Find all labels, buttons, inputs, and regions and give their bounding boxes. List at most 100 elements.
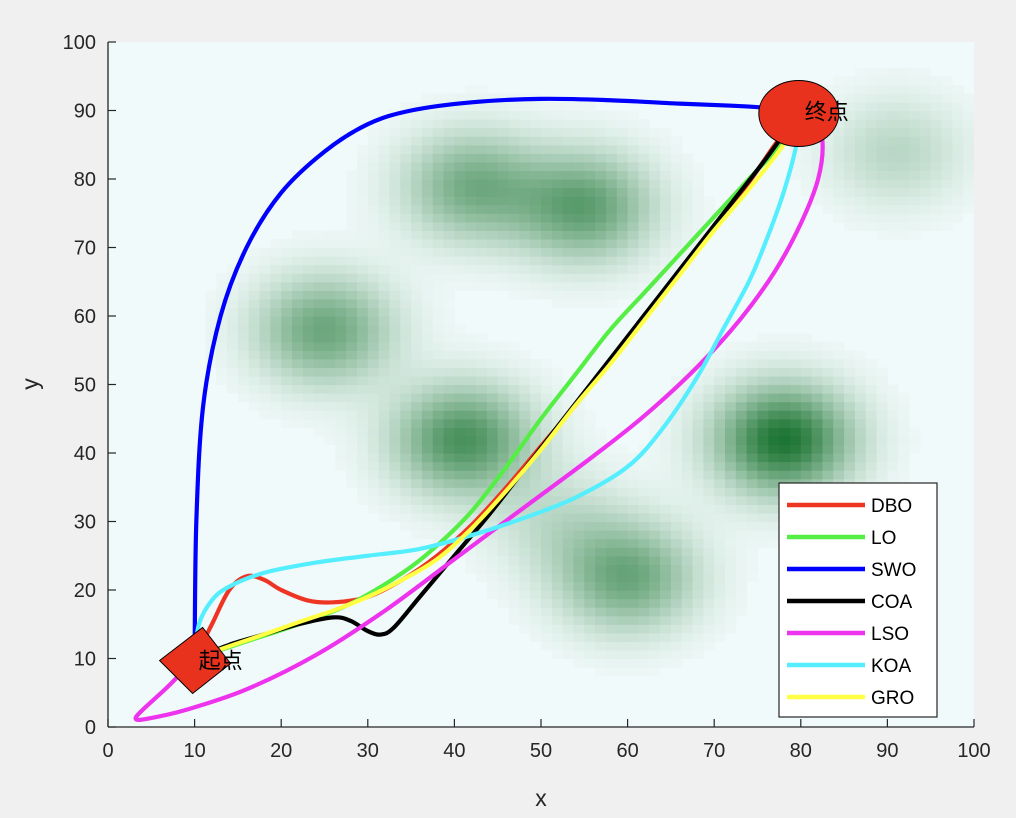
terrain-cell	[919, 101, 932, 112]
terrain-cell	[227, 341, 239, 351]
terrain-cell	[833, 161, 845, 172]
terrain-cell	[389, 410, 401, 420]
terrain-cell	[519, 555, 531, 565]
terrain-cell	[584, 161, 596, 172]
terrain-cell	[432, 487, 445, 497]
terrain-cell	[508, 256, 520, 266]
terrain-cell	[400, 136, 412, 146]
terrain-cell	[324, 384, 336, 394]
terrain-cell	[638, 230, 650, 240]
terrain-cell	[768, 504, 780, 514]
terrain-cell	[400, 487, 412, 497]
terrain-cell	[421, 161, 434, 172]
terrain-cell	[443, 161, 455, 172]
terrain-cell	[465, 204, 477, 214]
terrain-cell	[746, 375, 759, 386]
terrain-cell	[324, 435, 336, 446]
terrain-cell	[573, 136, 585, 146]
terrain-cell	[454, 470, 466, 480]
terrain-cell	[584, 119, 596, 129]
terrain-cell	[443, 453, 455, 463]
terrain-cell	[735, 384, 748, 394]
terrain-cell	[443, 281, 455, 291]
terrain-cell	[465, 238, 477, 249]
terrain-cell	[725, 615, 737, 625]
terrain-cell	[854, 444, 867, 454]
terrain-cell	[649, 521, 661, 531]
terrain-cell	[270, 264, 282, 274]
terrain-cell	[887, 230, 899, 240]
terrain-cell	[768, 375, 780, 386]
path-lines	[133, 96, 825, 722]
terrain-cell	[573, 572, 585, 583]
terrain-cell	[356, 470, 369, 480]
terrain-cell	[411, 341, 423, 351]
terrain-cell	[497, 256, 510, 266]
terrain-cell	[930, 119, 943, 129]
terrain-cell	[887, 161, 899, 172]
terrain-cell	[356, 410, 369, 420]
terrain-cell	[530, 504, 542, 514]
terrain-cell	[465, 144, 477, 154]
terrain-cell	[822, 196, 834, 206]
terrain-cell	[324, 298, 336, 309]
terrain-cell	[313, 393, 326, 403]
terrain-cell	[519, 393, 531, 403]
terrain-cell	[356, 170, 369, 180]
terrain-cell	[768, 495, 780, 505]
terrain-cell	[876, 401, 888, 411]
terrain-cell	[692, 495, 704, 505]
terrain-cell	[865, 93, 878, 103]
terrain-cell	[346, 367, 358, 377]
terrain-cell	[833, 350, 845, 360]
terrain-cell	[660, 461, 672, 471]
terrain-cell	[811, 196, 824, 206]
terrain-cell	[584, 179, 596, 189]
terrain-cell	[963, 144, 974, 154]
terrain-cell	[757, 375, 769, 386]
terrain-cell	[411, 238, 423, 249]
terrain-cell	[313, 375, 326, 386]
terrain-cell	[281, 418, 293, 428]
terrain-cell	[627, 581, 640, 591]
terrain-cell	[703, 504, 715, 514]
terrain-cell	[486, 410, 499, 420]
terrain-cell	[313, 307, 326, 317]
terrain-cell	[519, 144, 531, 154]
terrain-cell	[411, 401, 423, 411]
terrain-cell	[324, 350, 336, 360]
terrain-cell	[465, 401, 477, 411]
terrain-cell	[443, 187, 455, 197]
terrain-cell	[605, 179, 618, 189]
terrain-cell	[616, 478, 629, 488]
terrain-cell	[356, 298, 369, 309]
terrain-cell	[367, 290, 380, 300]
terrain-cell	[660, 136, 672, 146]
terrain-cell	[692, 461, 704, 471]
terrain-cell	[746, 572, 759, 583]
terrain-cell	[248, 333, 261, 343]
terrain-cell	[486, 256, 499, 266]
terrain-cell	[400, 470, 412, 480]
terrain-cell	[497, 453, 510, 463]
terrain-cell	[746, 453, 759, 463]
terrain-cell	[638, 179, 650, 189]
terrain-cell	[551, 598, 564, 608]
terrain-cell	[259, 333, 271, 343]
terrain-cell	[432, 358, 445, 368]
terrain-cell	[649, 418, 661, 428]
terrain-cell	[638, 555, 650, 565]
y-tick-label: 0	[85, 717, 96, 739]
terrain-cell	[746, 350, 759, 360]
terrain-cell	[389, 350, 401, 360]
terrain-cell	[941, 204, 953, 214]
terrain-cell	[541, 538, 553, 548]
terrain-cell	[530, 367, 542, 377]
terrain-cell	[519, 564, 531, 574]
terrain-cell	[681, 572, 694, 583]
terrain-cell	[616, 213, 629, 223]
terrain-cell	[541, 632, 553, 642]
terrain-cell	[638, 641, 650, 651]
terrain-cell	[324, 341, 336, 351]
terrain-cell	[746, 487, 759, 497]
